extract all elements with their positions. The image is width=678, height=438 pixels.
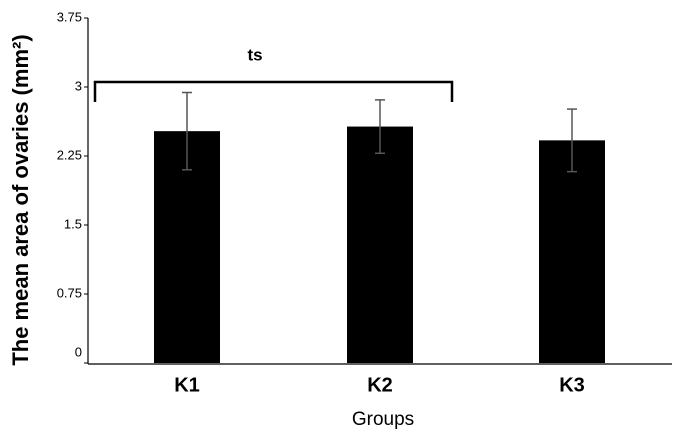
y-tick-label: 3 [75,78,82,93]
y-tick-label: 2.25 [57,147,82,162]
bar [539,140,605,363]
error-bar [182,91,192,171]
annotation: ts [247,45,262,64]
y-tick-label: 3.75 [57,9,82,24]
y-axis-label: The mean area of ovaries (mm²) [8,34,33,365]
y-tick-label: 1.5 [64,216,82,231]
significance-bracket [93,80,454,102]
error-bar [375,99,385,154]
x-tick-label: K1 [174,374,200,396]
x-tick-label: K2 [367,374,393,396]
x-axis-label: Groups [352,409,414,430]
y-tick-label: 0 [75,344,82,359]
y-tick-label: 0.75 [57,285,82,300]
error-bar [567,108,577,173]
x-tick-label: K3 [559,374,585,396]
bar [347,126,413,363]
